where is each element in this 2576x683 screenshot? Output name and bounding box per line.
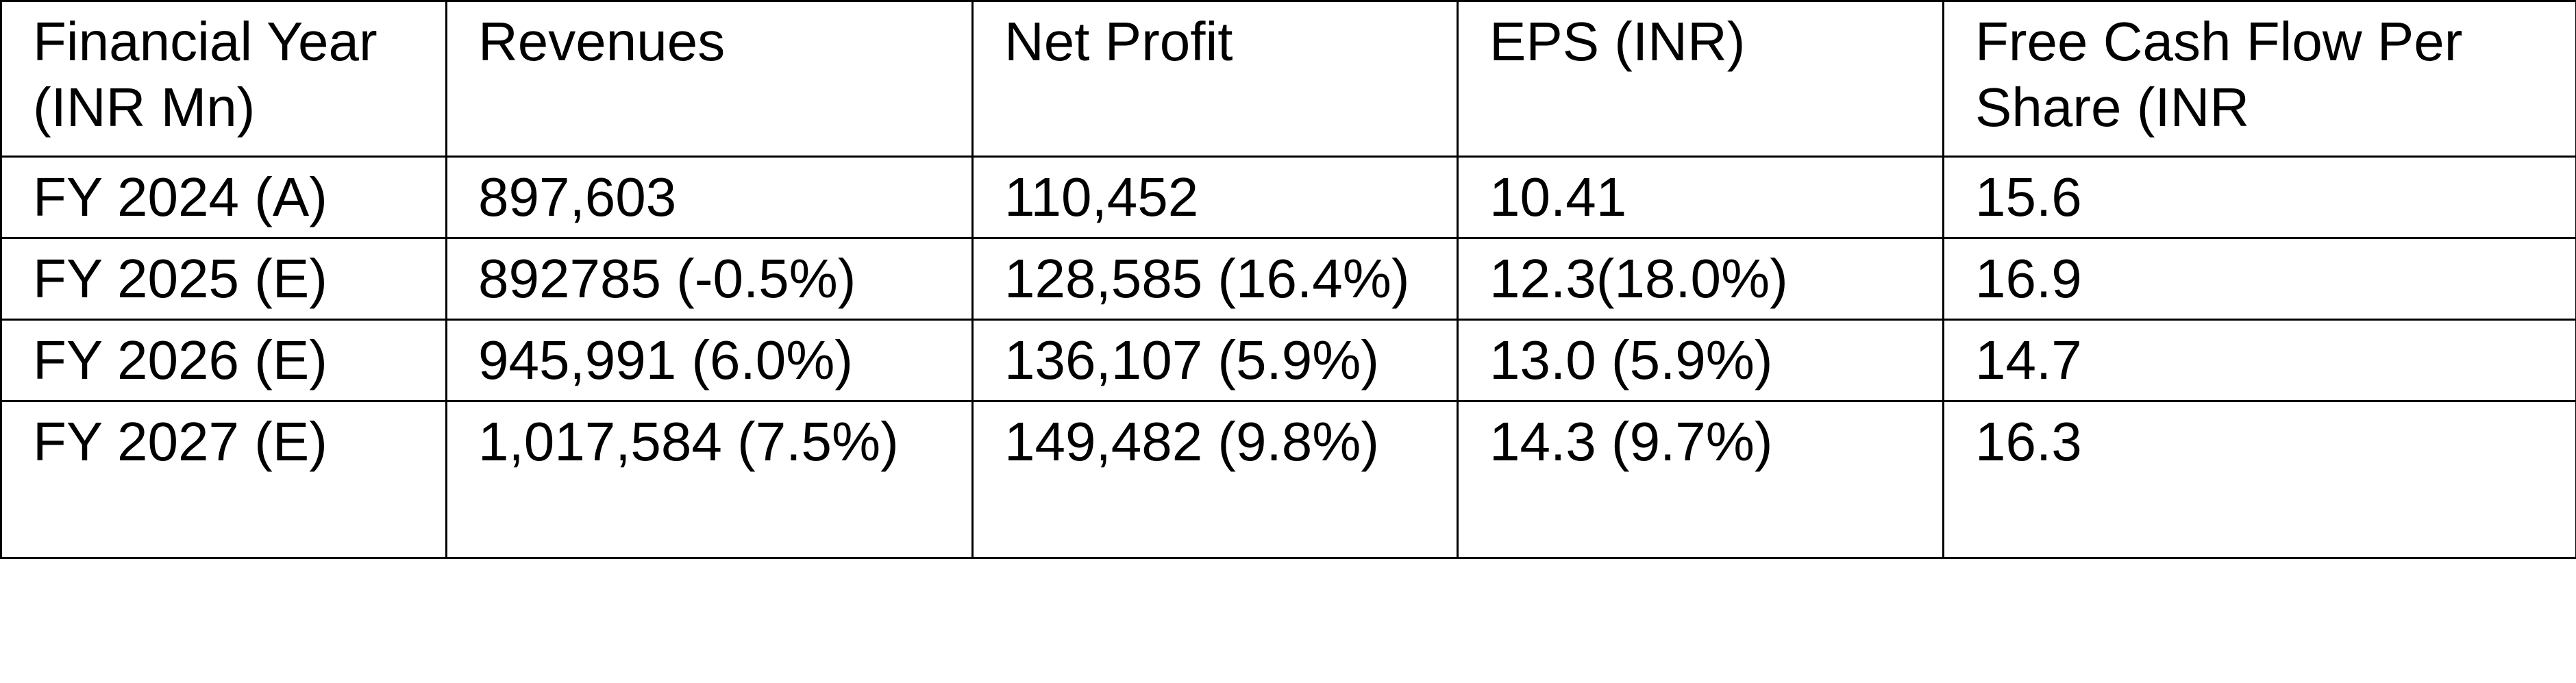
header-free-cash-flow-per-share: Free Cash Flow Per Share (INR [1942, 0, 2576, 158]
cell-net-profit: 136,107 (5.9%) [971, 319, 1459, 402]
cell-financial-year: FY 2026 (E) [0, 319, 447, 402]
cell-eps: 14.3 (9.7%) [1457, 400, 1944, 559]
cell-financial-year: FY 2027 (E) [0, 400, 447, 559]
cell-net-profit: 149,482 (9.8%) [971, 400, 1459, 559]
cell-revenues: 897,603 [445, 156, 974, 239]
cell-eps: 13.0 (5.9%) [1457, 319, 1944, 402]
table-row: FY 2027 (E) 1,017,584 (7.5%) 149,482 (9.… [0, 400, 2576, 559]
cell-free-cash-flow: 14.7 [1942, 319, 2576, 402]
header-eps: EPS (INR) [1457, 0, 1944, 158]
financial-projections-table: Financial Year (INR Mn) Revenues Net Pro… [0, 0, 2576, 559]
cell-eps: 12.3(18.0%) [1457, 237, 1944, 321]
cell-free-cash-flow: 16.9 [1942, 237, 2576, 321]
header-financial-year: Financial Year (INR Mn) [0, 0, 447, 158]
cell-free-cash-flow: 16.3 [1942, 400, 2576, 559]
table-row: FY 2024 (A) 897,603 110,452 10.41 15.6 [0, 156, 2576, 239]
cell-free-cash-flow: 15.6 [1942, 156, 2576, 239]
table-row: FY 2026 (E) 945,991 (6.0%) 136,107 (5.9%… [0, 319, 2576, 402]
cell-eps: 10.41 [1457, 156, 1944, 239]
header-revenues: Revenues [445, 0, 974, 158]
cell-financial-year: FY 2025 (E) [0, 237, 447, 321]
cell-revenues: 892785 (-0.5%) [445, 237, 974, 321]
cell-net-profit: 110,452 [971, 156, 1459, 239]
cell-revenues: 1,017,584 (7.5%) [445, 400, 974, 559]
table-row: FY 2025 (E) 892785 (-0.5%) 128,585 (16.4… [0, 237, 2576, 321]
header-net-profit: Net Profit [971, 0, 1459, 158]
table-header-row: Financial Year (INR Mn) Revenues Net Pro… [0, 0, 2576, 158]
cell-financial-year: FY 2024 (A) [0, 156, 447, 239]
cell-net-profit: 128,585 (16.4%) [971, 237, 1459, 321]
cell-revenues: 945,991 (6.0%) [445, 319, 974, 402]
